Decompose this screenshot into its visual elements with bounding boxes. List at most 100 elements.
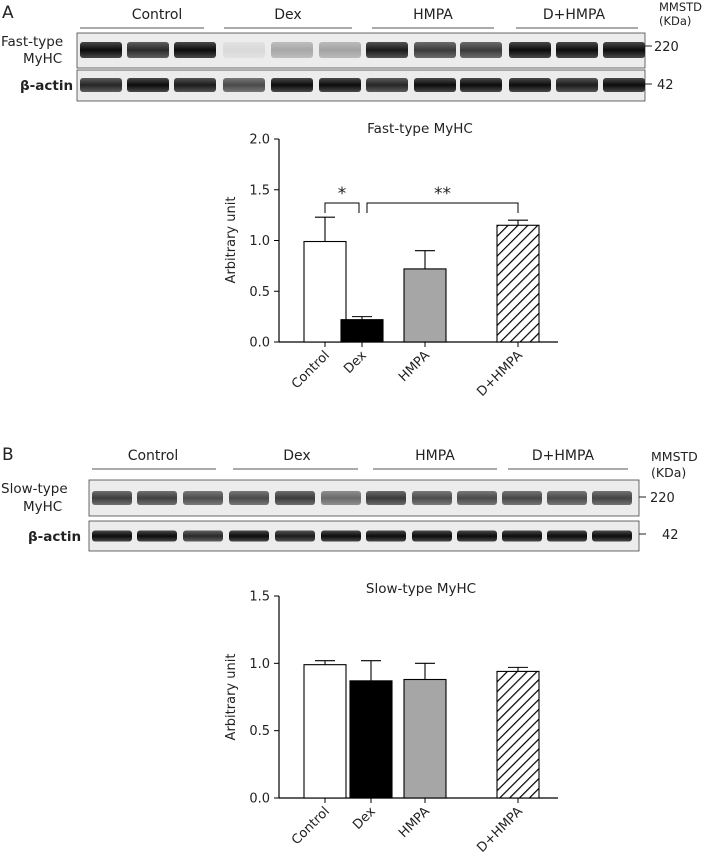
- panel-b-marker-220: 220: [650, 491, 675, 506]
- blot-band-shading: [321, 491, 361, 505]
- blot-band-shading: [137, 530, 177, 542]
- panel-a-group-hmpa: HMPA: [413, 7, 453, 23]
- blot-band-shading: [80, 78, 122, 92]
- y-tick-label: 0.5: [249, 285, 270, 300]
- blot-band-shading: [603, 78, 645, 92]
- blot-band-shading: [460, 42, 502, 58]
- blot-band-shading: [547, 530, 587, 542]
- blot-band-shading: [183, 491, 223, 505]
- y-tick-label: 1.0: [249, 657, 270, 672]
- blot-band-shading: [502, 530, 542, 542]
- blot-band-shading: [556, 42, 598, 58]
- panel-b-group-dhmpa: D+HMPA: [532, 448, 595, 464]
- panel-a-band1-label-line1: Fast-type: [1, 34, 63, 50]
- y-tick-label: 2.0: [249, 133, 270, 148]
- x-tick-label: HMPA: [396, 348, 433, 385]
- blot-band-shading: [366, 530, 406, 542]
- y-tick-label: 1.0: [249, 234, 270, 249]
- blot-band-shading: [366, 42, 408, 58]
- blot-band-shading: [366, 491, 406, 505]
- panel-b-marker-42: 42: [662, 528, 679, 543]
- bar: [303, 240, 347, 343]
- blot-band-shading: [414, 78, 456, 92]
- blot-band-shading: [366, 78, 408, 92]
- blot-band-shading: [319, 78, 361, 92]
- panel-a-actin-bands: [80, 78, 645, 92]
- y-tick-label: 1.5: [249, 590, 270, 605]
- blot-band-shading: [603, 42, 645, 58]
- bar: [496, 670, 540, 799]
- bar: [403, 268, 447, 343]
- panel-a-marker-220: 220: [654, 40, 679, 55]
- panel-a-mmstd-unit: (KDa): [659, 14, 691, 28]
- bar: [496, 224, 540, 343]
- bar: [349, 680, 393, 799]
- x-tick-label: D+HMPA: [474, 804, 526, 856]
- panel-b-group-headers: Control Dex HMPA D+HMPA: [92, 448, 628, 470]
- panel-a-group-headers: Control Dex HMPA D+HMPA: [80, 7, 638, 29]
- panel-b-group-control: Control: [128, 448, 179, 464]
- panel-a-group-control: Control: [132, 7, 183, 23]
- panel-b-group-dex: Dex: [283, 448, 310, 464]
- blot-band-shading: [556, 78, 598, 92]
- blot-band-shading: [275, 530, 315, 542]
- x-tick-label: D+HMPA: [474, 348, 526, 400]
- chart-b-ylabel: Arbitrary unit: [224, 654, 239, 741]
- panel-b-letter: B: [2, 445, 14, 465]
- blot-band-shading: [223, 78, 265, 92]
- blot-band-shading: [174, 78, 216, 92]
- blot-band-shading: [457, 491, 497, 505]
- blot-band-shading: [137, 491, 177, 505]
- chart-b-plot: 0.0 0.5 1.0 1.5 Control Dex HMPA D+HMPA: [249, 590, 558, 856]
- x-tick-label: Control: [289, 348, 333, 392]
- panel-b-mmstd-unit: (KDa): [651, 465, 686, 480]
- blot-band-shading: [414, 42, 456, 58]
- panel-a-group-dex: Dex: [274, 7, 301, 23]
- blot-band-shading: [412, 491, 452, 505]
- panel-b: B Control Dex HMPA D+HMPA MMSTD (KDa) Sl…: [1, 445, 698, 856]
- blot-band-shading: [229, 491, 269, 505]
- blot-band-shading: [92, 530, 132, 542]
- blot-band-shading: [321, 530, 361, 542]
- blot-band-shading: [271, 42, 313, 58]
- chart-a-ylabel: Arbitrary unit: [224, 197, 239, 284]
- blot-band-shading: [460, 78, 502, 92]
- blot-band-shading: [229, 530, 269, 542]
- blot-band-shading: [271, 78, 313, 92]
- blot-band-shading: [80, 42, 122, 58]
- panel-a-band1-label-line2: MyHC: [23, 51, 62, 67]
- y-tick-label: 0.0: [249, 792, 270, 807]
- x-tick-label: Control: [289, 804, 333, 848]
- blot-band-shading: [547, 491, 587, 505]
- panel-a-myhc-bands: [80, 42, 645, 58]
- blot-band-shading: [509, 42, 551, 58]
- blot-band-shading: [127, 78, 169, 92]
- blot-band-shading: [174, 42, 216, 58]
- panel-b-band2-label: β-actin: [28, 529, 81, 545]
- blot-band-shading: [502, 491, 542, 505]
- panel-a-letter: A: [2, 3, 14, 23]
- x-tick-label: Dex: [341, 348, 370, 377]
- x-tick-label: Dex: [350, 804, 379, 833]
- blot-band-shading: [509, 78, 551, 92]
- blot-band-shading: [592, 491, 632, 505]
- panel-b-group-hmpa: HMPA: [415, 448, 455, 464]
- chart-b-title: Slow-type MyHC: [366, 581, 476, 597]
- significance-bracket: [366, 202, 519, 213]
- chart-a-title: Fast-type MyHC: [367, 121, 473, 137]
- significance-bracket: [324, 202, 360, 213]
- panel-a-band2-label: β-actin: [20, 78, 73, 94]
- bar: [403, 678, 447, 799]
- blot-band-shading: [92, 491, 132, 505]
- blot-band-shading: [412, 530, 452, 542]
- blot-band-shading: [457, 530, 497, 542]
- panel-b-band1-label-line1: Slow-type: [1, 481, 68, 497]
- panel-b-band1-label-line2: MyHC: [23, 499, 62, 515]
- panel-a-marker-42: 42: [657, 78, 674, 93]
- panel-b-myhc-bands: [92, 491, 632, 505]
- blot-band-shading: [183, 530, 223, 542]
- blot-band-shading: [275, 491, 315, 505]
- panel-b-mmstd-label: MMSTD: [651, 449, 698, 464]
